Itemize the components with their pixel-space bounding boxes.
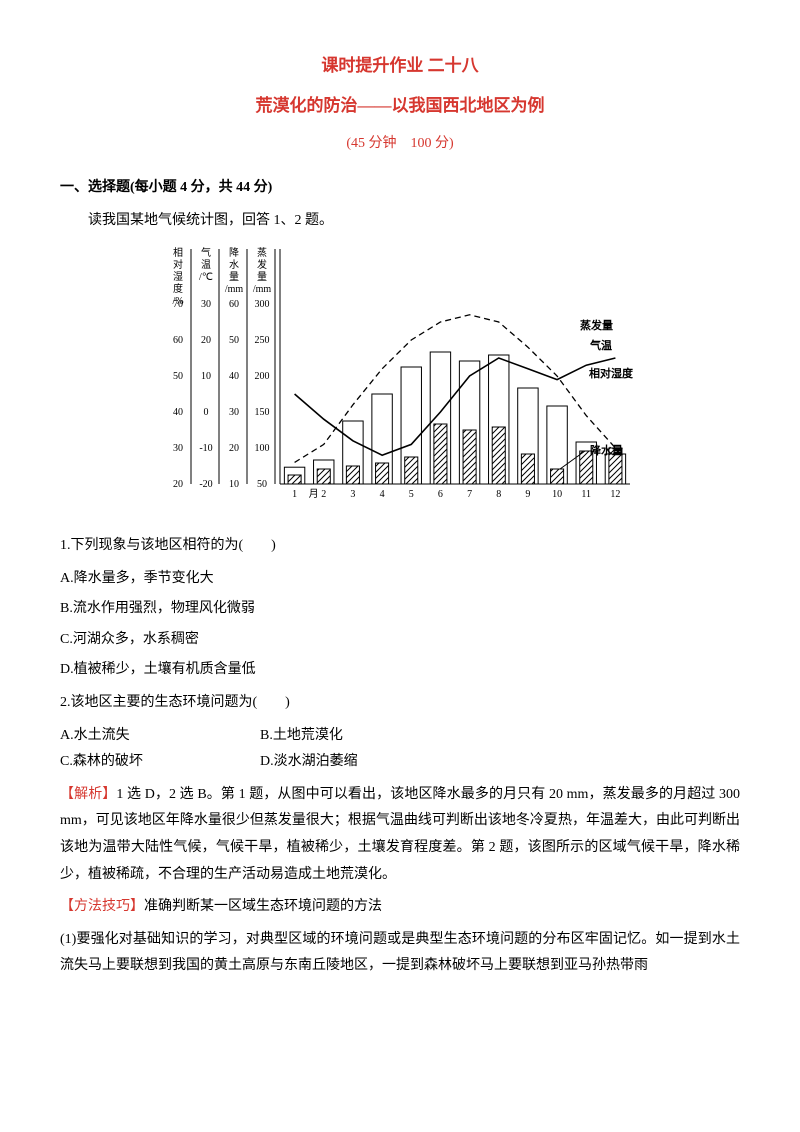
q1-stem: 1.下列现象与该地区相符的为( ) — [60, 533, 740, 560]
title-sub: 荒漠化的防治——以我国西北地区为例 — [60, 90, 740, 122]
svg-text:40: 40 — [173, 407, 183, 418]
svg-text:-20: -20 — [199, 479, 212, 490]
svg-text:3: 3 — [350, 489, 355, 500]
q2-option-d: D.淡水湖泊萎缩 — [260, 749, 460, 776]
svg-text:6: 6 — [438, 489, 443, 500]
method-p1: (1)要强化对基础知识的学习，对典型区域的环境问题或是典型生态环境问题的分布区牢… — [60, 927, 740, 980]
svg-text:50: 50 — [173, 371, 183, 382]
svg-text:湿: 湿 — [173, 271, 183, 283]
section-heading: 一、选择题(每小题 4 分，共 44 分) — [60, 175, 740, 202]
svg-text:200: 200 — [255, 371, 270, 382]
svg-text:月: 月 — [309, 488, 319, 500]
climate-chart: 相对湿度/%203040506070气温/℃-20-100102030降水量/m… — [60, 244, 740, 515]
q1-option-a: A.降水量多，季节变化大 — [60, 566, 740, 593]
svg-text:2: 2 — [321, 489, 326, 500]
svg-text:40: 40 — [229, 371, 239, 382]
q2-stem: 2.该地区主要的生态环境问题为( ) — [60, 690, 740, 717]
svg-text:9: 9 — [525, 489, 530, 500]
svg-text:70: 70 — [173, 299, 183, 310]
svg-text:气: 气 — [201, 246, 211, 259]
svg-text:相对湿度: 相对湿度 — [589, 366, 634, 380]
svg-text:8: 8 — [496, 489, 501, 500]
svg-text:300: 300 — [255, 299, 270, 310]
svg-text:-10: -10 — [199, 443, 212, 454]
q1-option-d: D.植被稀少，土壤有机质含量低 — [60, 657, 740, 684]
svg-text:100: 100 — [255, 443, 270, 454]
time-score: (45 分钟 100 分) — [60, 131, 740, 158]
svg-text:度: 度 — [173, 282, 183, 295]
svg-text:250: 250 — [255, 335, 270, 346]
svg-text:对: 对 — [173, 258, 183, 271]
svg-text:/℃: /℃ — [199, 272, 213, 283]
svg-text:5: 5 — [409, 489, 414, 500]
svg-text:60: 60 — [173, 335, 183, 346]
instruction-text: 读我国某地气候统计图，回答 1、2 题。 — [60, 208, 740, 235]
svg-text:150: 150 — [255, 407, 270, 418]
method-heading-line: 【方法技巧】准确判断某一区域生态环境问题的方法 — [60, 894, 740, 921]
method-title: 准确判断某一区域生态环境问题的方法 — [144, 899, 382, 914]
svg-text:1: 1 — [292, 489, 297, 500]
svg-text:水: 水 — [229, 259, 239, 271]
q1-option-c: C.河湖众多，水系稠密 — [60, 627, 740, 654]
svg-text:20: 20 — [201, 335, 211, 346]
svg-text:30: 30 — [201, 299, 211, 310]
svg-text:50: 50 — [229, 335, 239, 346]
svg-text:降: 降 — [229, 246, 239, 259]
svg-text:温: 温 — [201, 259, 211, 271]
svg-text:20: 20 — [173, 479, 183, 490]
q2-option-a: A.水土流失 — [60, 723, 260, 750]
svg-text:量: 量 — [229, 271, 239, 283]
svg-text:发: 发 — [257, 258, 267, 271]
svg-text:/mm: /mm — [225, 284, 244, 295]
svg-text:20: 20 — [229, 443, 239, 454]
chart-svg: 相对湿度/%203040506070气温/℃-20-100102030降水量/m… — [160, 244, 640, 504]
svg-text:气温: 气温 — [589, 338, 612, 352]
analysis-block: 【解析】1 选 D，2 选 B。第 1 题，从图中可以看出，该地区降水最多的月只… — [60, 782, 740, 888]
q2-option-b: B.土地荒漠化 — [260, 723, 460, 750]
svg-text:50: 50 — [257, 479, 267, 490]
svg-text:4: 4 — [380, 489, 385, 500]
svg-text:相: 相 — [173, 246, 183, 259]
svg-text:60: 60 — [229, 299, 239, 310]
analysis-label: 【解析】 — [60, 787, 116, 802]
svg-text:蒸发量: 蒸发量 — [580, 318, 613, 332]
svg-text:10: 10 — [201, 371, 211, 382]
method-label: 【方法技巧】 — [60, 899, 144, 914]
svg-text:0: 0 — [204, 407, 209, 418]
svg-text:30: 30 — [229, 407, 239, 418]
analysis-text: 1 选 D，2 选 B。第 1 题，从图中可以看出，该地区降水最多的月只有 20… — [60, 787, 754, 882]
svg-text:11: 11 — [581, 489, 591, 500]
svg-text:量: 量 — [257, 271, 267, 283]
svg-text:10: 10 — [229, 479, 239, 490]
svg-text:7: 7 — [467, 489, 472, 500]
svg-text:12: 12 — [610, 489, 620, 500]
q2-option-c: C.森林的破坏 — [60, 749, 260, 776]
svg-text:降水量: 降水量 — [590, 443, 623, 457]
title-main: 课时提升作业 二十八 — [60, 50, 740, 82]
svg-text:/mm: /mm — [253, 284, 272, 295]
svg-text:蒸: 蒸 — [257, 247, 267, 259]
q1-option-b: B.流水作用强烈，物理风化微弱 — [60, 596, 740, 623]
svg-text:30: 30 — [173, 443, 183, 454]
svg-text:10: 10 — [552, 489, 562, 500]
